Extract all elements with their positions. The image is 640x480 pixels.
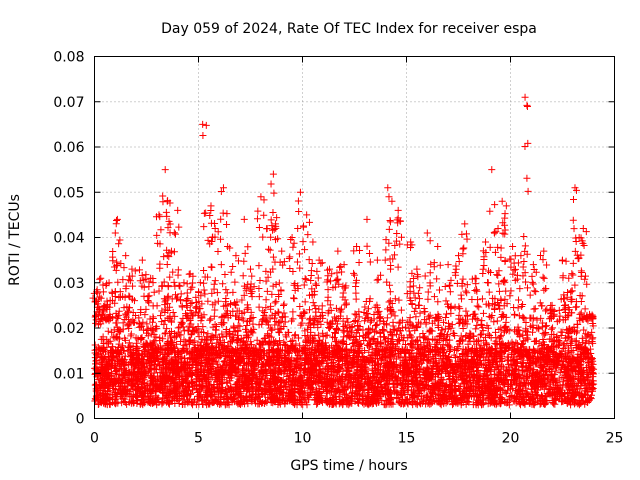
data-point <box>547 380 555 388</box>
data-point <box>334 381 342 389</box>
data-point <box>253 336 261 344</box>
data-point <box>472 325 480 333</box>
chart-title: Day 059 of 2024, Rate Of TEC Index for r… <box>161 21 537 37</box>
data-point <box>401 323 409 331</box>
data-point <box>389 318 397 326</box>
data-point <box>127 332 135 340</box>
data-point <box>295 334 303 342</box>
data-point <box>432 340 440 348</box>
data-point <box>468 315 476 323</box>
data-point <box>417 400 425 408</box>
data-point <box>580 326 588 334</box>
data-point <box>348 323 356 331</box>
data-point <box>399 337 407 345</box>
data-point <box>119 319 127 327</box>
data-point <box>168 318 176 326</box>
data-point <box>180 327 188 335</box>
data-point <box>380 333 388 341</box>
data-point <box>267 333 275 341</box>
data-point <box>419 329 427 337</box>
data-point <box>343 324 351 332</box>
data-point <box>547 325 555 333</box>
data-point <box>275 329 283 337</box>
data-point <box>563 326 571 334</box>
data-point <box>163 325 171 333</box>
data-point <box>291 332 299 340</box>
data-point <box>490 318 498 326</box>
data-point <box>132 334 140 342</box>
data-point <box>588 328 596 336</box>
data-point <box>340 322 348 330</box>
data-point <box>365 348 373 356</box>
data-point <box>543 322 551 330</box>
data-point <box>92 360 100 368</box>
data-point <box>565 325 573 333</box>
data-point <box>413 324 421 332</box>
data-point <box>440 318 448 326</box>
data-point <box>266 324 274 332</box>
data-point <box>180 341 188 349</box>
data-point <box>493 317 501 325</box>
data-point <box>549 324 557 332</box>
data-points <box>89 93 598 409</box>
data-point <box>457 332 465 340</box>
